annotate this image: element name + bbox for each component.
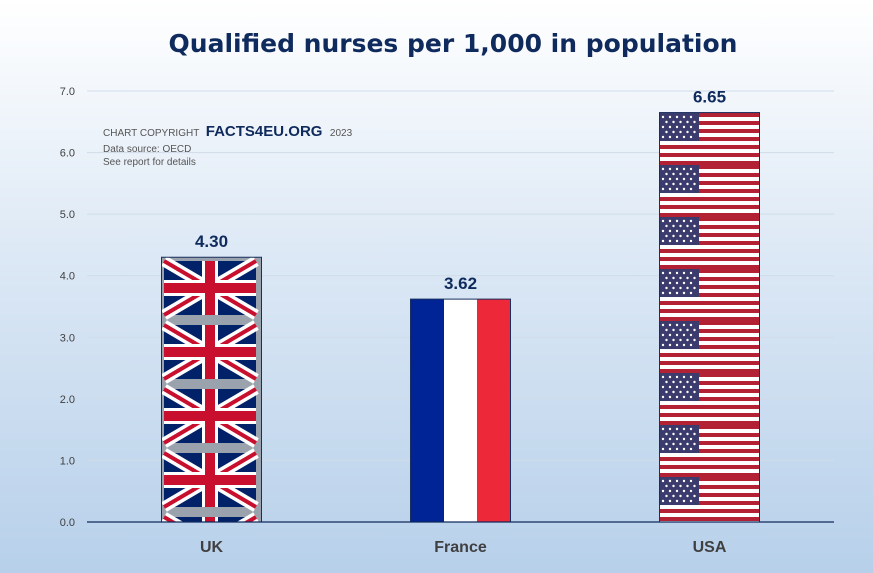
y-axis-ticks: 0.0 1.0 2.0 3.0 4.0 5.0 6.0 7.0 [60,86,75,529]
y-tick-label: 6.0 [60,148,75,160]
y-tick-label: 1.0 [60,455,75,467]
copyright-credit: CHART COPYRIGHT FACTS4EU.ORG 2023 Data s… [103,123,353,168]
data-labels: 4.30 3.62 6.65 [195,88,726,294]
bars [161,112,760,523]
chart-title: Qualified nurses per 1,000 in population [169,29,738,58]
data-label-usa: 6.65 [693,88,726,107]
y-tick-label: 5.0 [60,209,75,221]
x-tick-label-usa: USA [693,539,727,556]
credit-year: 2023 [330,128,353,139]
credit-note: See report for details [103,157,196,168]
credit-brand: FACTS4EU.ORG [206,123,323,140]
y-tick-label: 2.0 [60,394,75,406]
y-tick-label: 7.0 [60,86,75,98]
bar-uk [161,256,262,523]
credit-prefix: CHART COPYRIGHT [103,128,199,139]
y-tick-label: 4.0 [60,271,75,283]
data-label-france: 3.62 [444,274,477,293]
y-tick-label: 3.0 [60,332,75,344]
bar-france [410,298,511,523]
data-label-uk: 4.30 [195,232,228,251]
x-axis-categories: UK France USA [200,539,727,556]
x-tick-label-uk: UK [200,539,224,556]
x-tick-label-france: France [434,539,487,556]
credit-source: Data source: OECD [103,144,191,155]
y-tick-label: 0.0 [60,517,75,529]
bar-usa [659,112,760,523]
svg-text:CHART COPYRIGHT FACTS4EU: CHART COPYRIGHT FACTS4EU.ORG 2023 [103,123,353,140]
